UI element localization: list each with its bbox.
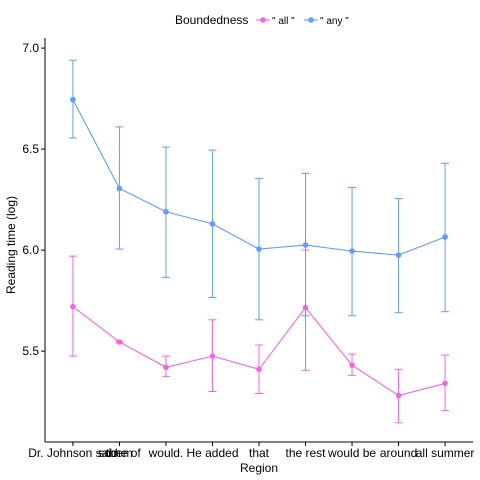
x-tick-label: some of: [98, 446, 141, 460]
y-tick-label: 6.0: [22, 243, 39, 257]
y-axis-ticks: 5.5 6.0 6.5 7.0: [22, 41, 45, 358]
y-axis-title: Reading time (log): [4, 196, 18, 294]
x-axis-title: Region: [240, 461, 278, 475]
data-point: [209, 353, 216, 359]
data-point: [256, 246, 262, 252]
legend-key-point: [260, 17, 266, 23]
x-tick-label: Dr. Johnson said: [28, 446, 117, 460]
y-tick-label: 6.5: [22, 142, 39, 156]
legend-entry-label: " any ": [320, 16, 349, 27]
legend-entry-label: " all ": [272, 16, 295, 27]
data-point: [163, 208, 169, 215]
x-tick-label: them: [106, 446, 133, 460]
series-1: [68, 59, 450, 321]
data-point: [163, 364, 169, 371]
x-tick-label: would be: [327, 446, 376, 460]
x-tick-label: the rest: [286, 446, 327, 460]
data-point: [349, 248, 355, 254]
legend: Boundedness " all " " any ": [175, 13, 349, 27]
data-point: [116, 185, 123, 192]
x-tick-label: that: [249, 446, 270, 460]
data-point: [349, 362, 355, 369]
data-point: [395, 252, 402, 258]
data-point: [70, 303, 76, 310]
plot-area: [68, 59, 450, 424]
x-tick-label: would.: [148, 446, 184, 460]
y-tick-label: 7.0: [22, 41, 39, 55]
x-tick-label: around: [380, 446, 417, 460]
data-point: [442, 234, 448, 240]
legend-title: Boundedness: [175, 13, 248, 27]
data-point: [116, 339, 123, 345]
y-tick-label: 5.5: [22, 344, 39, 358]
x-tick-label: He added: [186, 446, 238, 460]
data-point: [256, 366, 262, 373]
data-point: [442, 380, 448, 387]
data-point: [395, 392, 402, 399]
data-point: [209, 221, 216, 227]
x-tick-label: all summer: [416, 446, 475, 460]
data-point: [302, 242, 309, 248]
legend-key-point: [308, 17, 314, 23]
data-point: [70, 96, 76, 103]
